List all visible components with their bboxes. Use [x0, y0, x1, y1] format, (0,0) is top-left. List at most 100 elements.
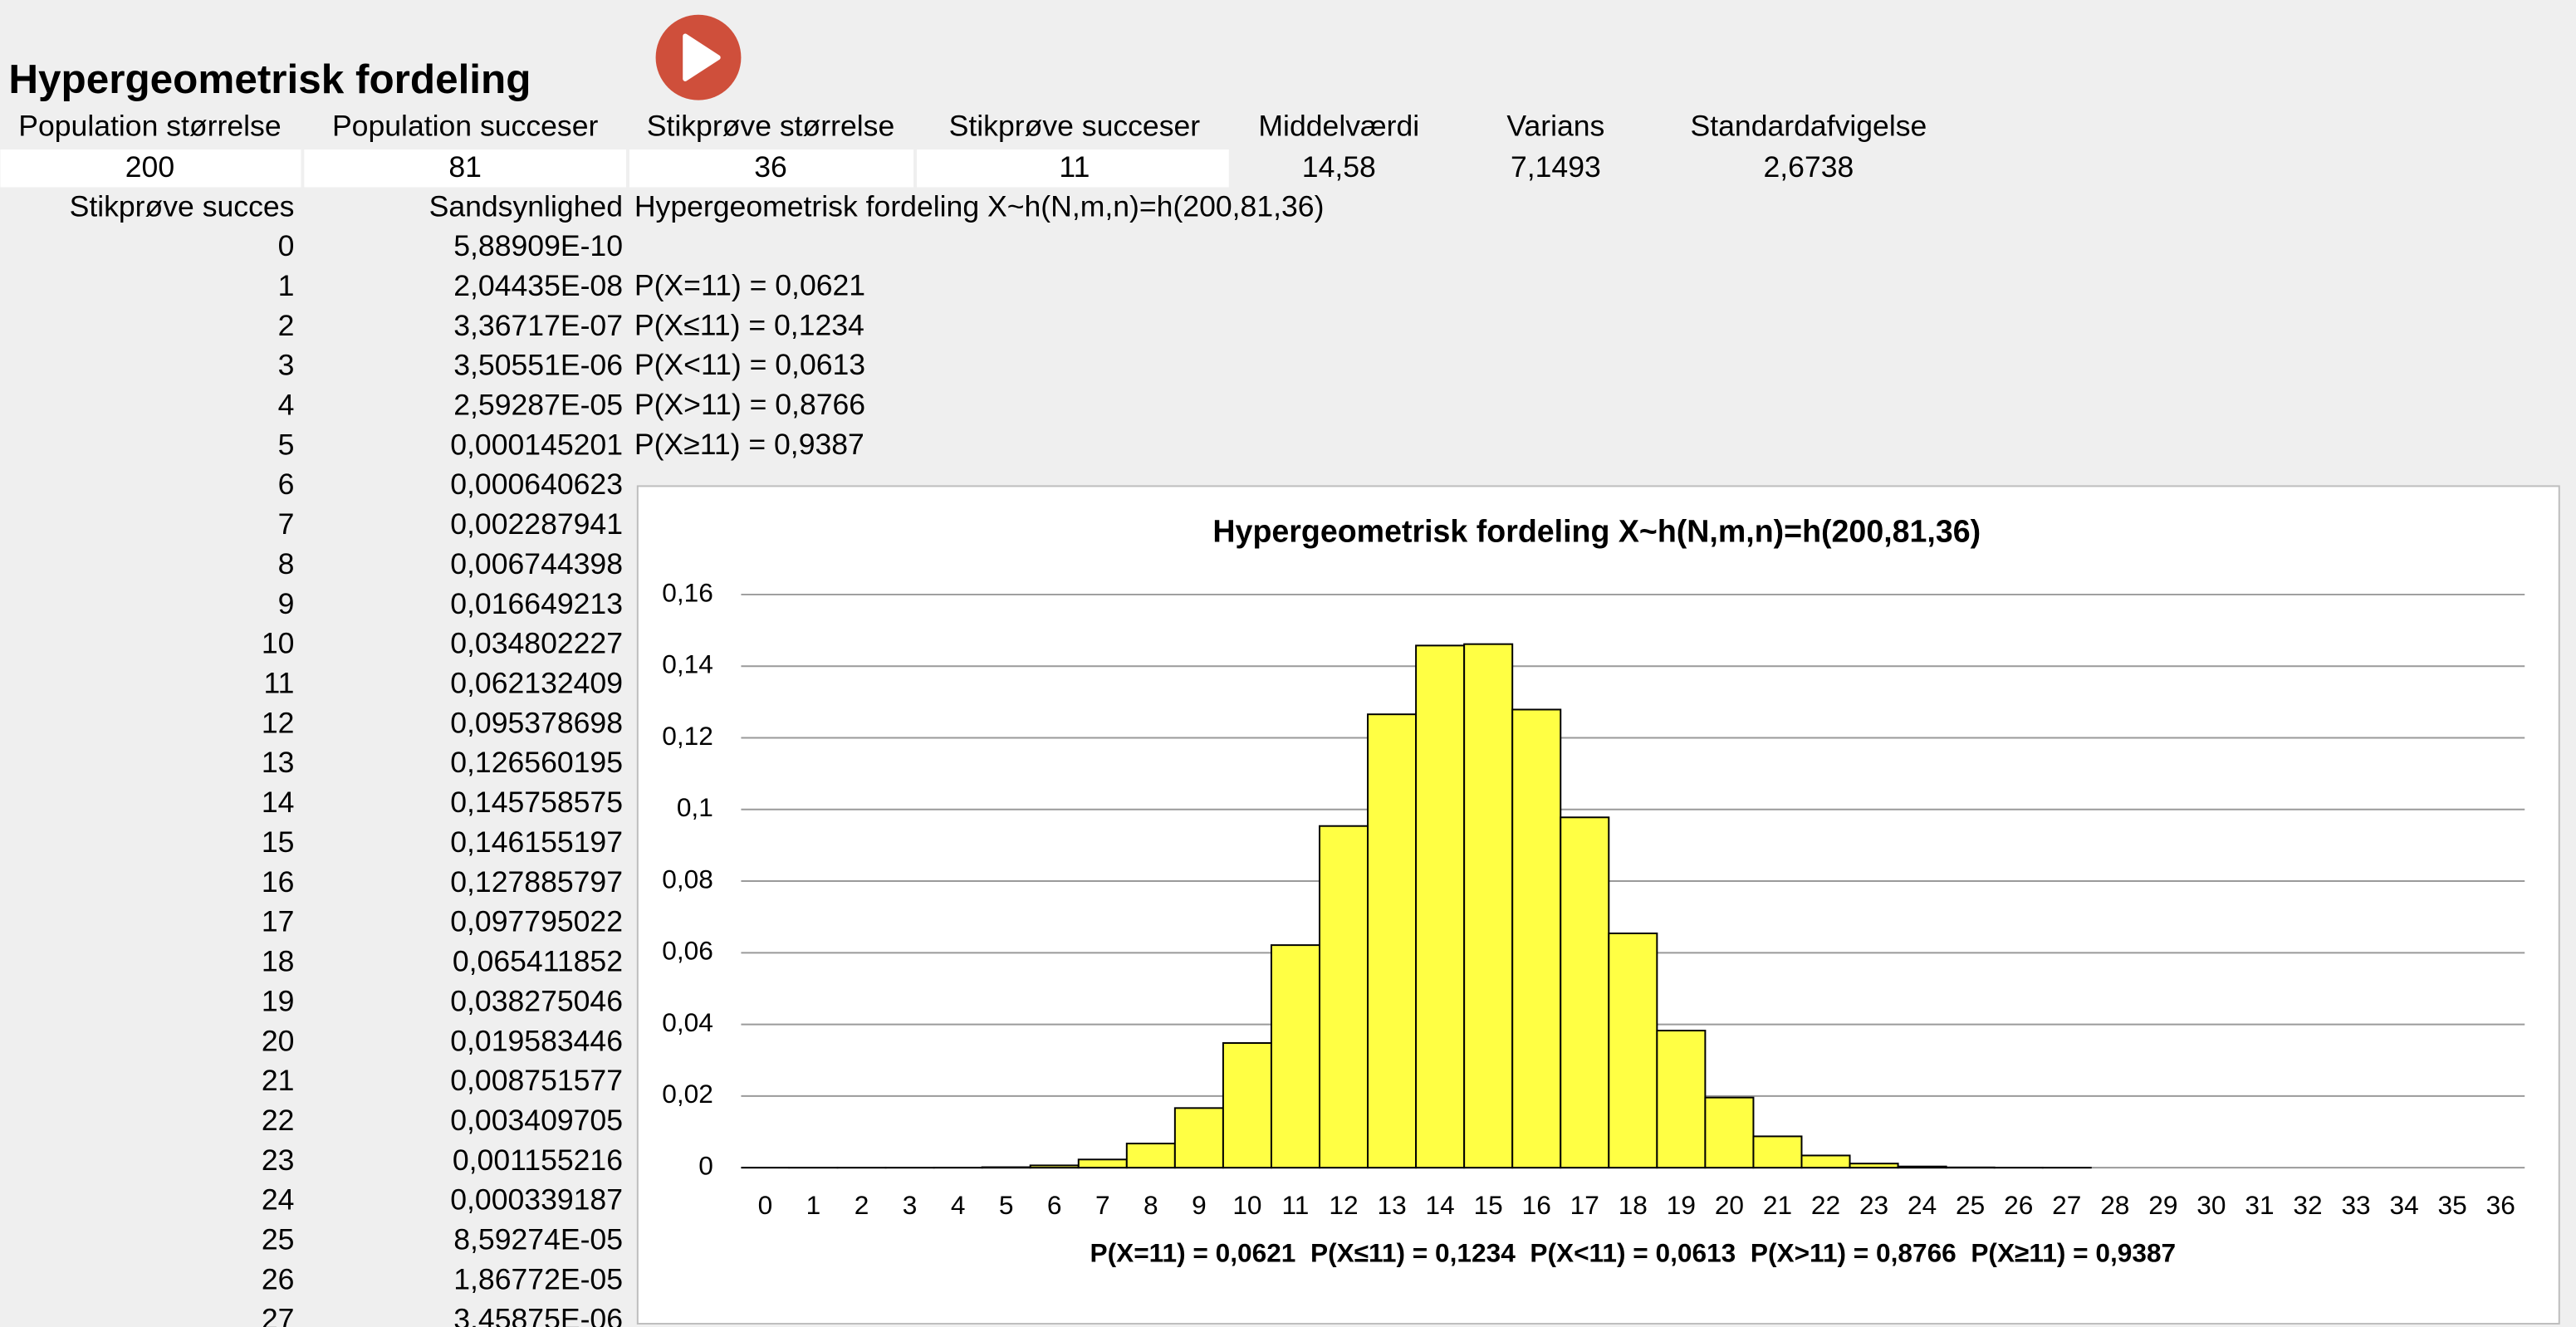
row-probability: 0,006744398: [450, 547, 623, 580]
table-header: Stikprøve succes: [70, 190, 295, 223]
bar: [1752, 1135, 1803, 1169]
row-k: 9: [278, 587, 295, 620]
x-tick-label: 10: [1232, 1190, 1261, 1220]
x-tick-label: 26: [2004, 1190, 2033, 1220]
row-probability: 8,59274E-05: [453, 1223, 623, 1256]
x-tick-label: 33: [2341, 1190, 2370, 1220]
x-tick-label: 8: [1144, 1190, 1158, 1220]
parameter-value: 2,6738: [1764, 150, 1854, 184]
formula-label: Hypergeometrisk fordeling X~h(N,m,n)=h(2…: [634, 190, 1325, 223]
y-tick-label: 0,04: [662, 1007, 713, 1037]
y-tick-label: 0,06: [662, 936, 713, 966]
y-tick-label: 0,14: [662, 649, 713, 679]
row-k: 21: [262, 1064, 295, 1097]
x-tick-label: 2: [855, 1190, 869, 1220]
x-tick-label: 14: [1426, 1190, 1455, 1220]
input-cell[interactable]: [629, 149, 914, 188]
column-header: Varians: [1506, 110, 1604, 143]
y-tick-label: 0,08: [662, 864, 713, 894]
x-tick-label: 32: [2293, 1190, 2322, 1220]
row-k: 14: [262, 786, 295, 819]
x-tick-label: 1: [806, 1190, 821, 1220]
bar: [1125, 1143, 1176, 1169]
row-k: 5: [278, 428, 295, 461]
bar: [1222, 1042, 1272, 1169]
x-tick-label: 17: [1570, 1190, 1599, 1220]
x-tick-label: 23: [1859, 1190, 1888, 1220]
row-probability: 0,000145201: [450, 428, 623, 461]
bar: [1029, 1164, 1080, 1169]
input-cell[interactable]: [304, 149, 626, 188]
row-probability: 0,097795022: [450, 905, 623, 938]
x-tick-label: 13: [1377, 1190, 1406, 1220]
row-probability: 0,038275046: [450, 984, 623, 1017]
bar: [1319, 825, 1369, 1169]
sheet-title: Hypergeometrisk fordeling: [8, 56, 531, 102]
x-tick-label: 3: [903, 1190, 918, 1220]
row-k: 7: [278, 507, 295, 541]
x-tick-label: 4: [951, 1190, 966, 1220]
parameter-value: 36: [754, 150, 787, 184]
x-tick-label: 31: [2245, 1190, 2274, 1220]
x-tick-label: 18: [1619, 1190, 1648, 1220]
row-k: 2: [278, 309, 295, 342]
probability-result: P(X=11) = 0,0621: [634, 269, 865, 302]
bar: [1704, 1096, 1755, 1169]
probability-result: P(X≤11) = 0,1234: [634, 308, 864, 341]
play-icon[interactable]: [683, 33, 721, 81]
parameter-value: 200: [125, 150, 174, 184]
row-probability: 2,04435E-08: [453, 269, 623, 302]
bar: [1560, 816, 1610, 1169]
bar: [1800, 1154, 1851, 1169]
column-header: Stikprøve succeser: [949, 110, 1201, 143]
row-k: 1: [278, 269, 295, 302]
row-k: 27: [262, 1302, 295, 1327]
row-probability: 0,095378698: [450, 706, 623, 739]
bar: [1608, 932, 1658, 1169]
row-probability: 3,45875E-06: [453, 1302, 623, 1327]
row-k: 15: [262, 825, 295, 859]
row-probability: 0,008751577: [450, 1064, 623, 1097]
row-k: 16: [262, 865, 295, 899]
probability-result: P(X≥11) = 0,9387: [634, 428, 864, 461]
column-header: Standardafvigelse: [1691, 110, 1927, 143]
x-tick-label: 0: [758, 1190, 773, 1220]
row-probability: 0,126560195: [450, 746, 623, 779]
bar: [1849, 1163, 1899, 1169]
x-tick-label: 12: [1329, 1190, 1358, 1220]
chart-title: Hypergeometrisk fordeling X~h(N,m,n)=h(2…: [1212, 514, 1981, 549]
row-probability: 0,034802227: [450, 627, 623, 660]
row-probability: 5,88909E-10: [453, 229, 623, 262]
input-cell[interactable]: [0, 149, 301, 188]
input-cell[interactable]: [917, 149, 1229, 188]
play-button[interactable]: [655, 14, 742, 100]
row-k: 0: [278, 229, 295, 262]
row-probability: 0,002287941: [450, 507, 623, 541]
row-k: 20: [262, 1024, 295, 1057]
row-k: 4: [278, 388, 295, 421]
input-cells: [0, 149, 1229, 188]
x-tick-label: 22: [1811, 1190, 1840, 1220]
bar: [1367, 713, 1418, 1169]
row-k: 10: [262, 627, 295, 660]
x-tick-label: 35: [2438, 1190, 2467, 1220]
x-tick-label: 28: [2100, 1190, 2129, 1220]
x-tick-label: 34: [2390, 1190, 2419, 1220]
row-k: 17: [262, 905, 295, 938]
row-k: 3: [278, 349, 295, 382]
row-k: 12: [262, 706, 295, 739]
bar: [1077, 1158, 1128, 1169]
bar: [1415, 644, 1466, 1169]
row-k: 24: [262, 1183, 295, 1217]
parameter-value: 81: [448, 150, 482, 184]
column-header: Population størrelse: [18, 110, 281, 143]
x-tick-label: 30: [2196, 1190, 2226, 1220]
parameter-value: 7,1493: [1511, 150, 1601, 184]
sheet-cells: Population størrelse Population succeser S…: [18, 110, 1927, 1327]
x-tick-label: 11: [1282, 1190, 1310, 1220]
x-tick-label: 19: [1667, 1190, 1696, 1220]
row-k: 18: [262, 945, 295, 978]
row-probability: 0,000339187: [450, 1183, 623, 1217]
x-tick-label: 15: [1474, 1190, 1503, 1220]
row-probability: 1,86772E-05: [453, 1262, 623, 1295]
